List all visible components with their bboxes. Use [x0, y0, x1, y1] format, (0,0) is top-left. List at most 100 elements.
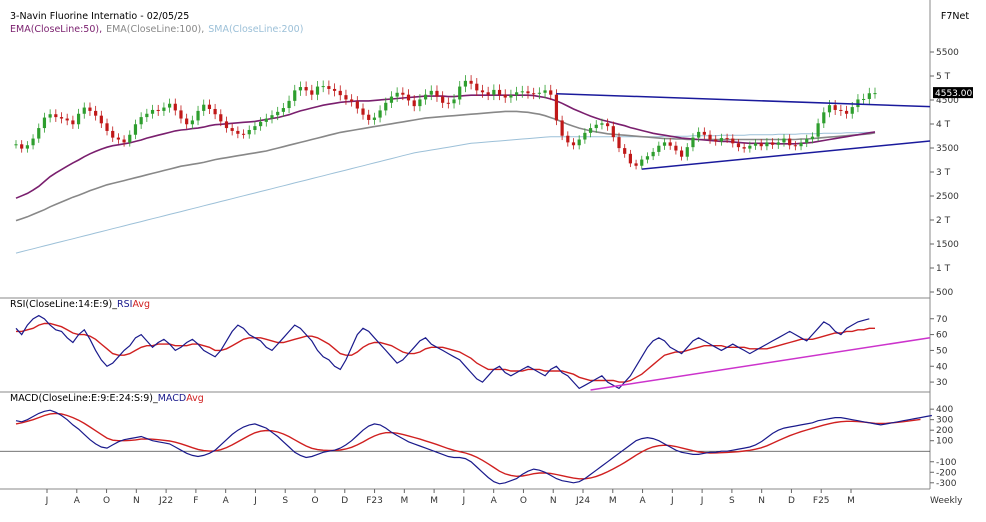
- candle-body: [640, 159, 644, 166]
- candle-body: [94, 110, 98, 116]
- candle-body: [179, 110, 183, 119]
- candle-body: [259, 121, 263, 127]
- candle-body: [873, 93, 877, 95]
- candle-body: [401, 92, 405, 95]
- candle-body: [355, 101, 359, 109]
- legend-item-0: EMA(CloseLine:50),: [10, 24, 102, 35]
- price-tick-label: 4 T: [936, 120, 951, 130]
- candle-body: [441, 96, 445, 103]
- legend-item-1: EMA(CloseLine:100),: [106, 24, 204, 35]
- candle-body: [645, 156, 650, 160]
- candle-body: [463, 80, 468, 87]
- candle-body: [247, 129, 251, 135]
- candle-body: [122, 139, 126, 143]
- candle-body: [185, 118, 189, 125]
- candle-body: [344, 95, 348, 100]
- candle-body: [668, 142, 672, 146]
- last-price-box: [933, 87, 973, 99]
- candle-body: [82, 107, 86, 114]
- candle-body: [99, 115, 103, 124]
- candle-body: [822, 112, 826, 124]
- macd-tick-label: 400: [936, 405, 953, 415]
- x-tick-label: N: [133, 496, 140, 506]
- candle-body: [497, 89, 502, 95]
- x-tick-label: D: [341, 496, 348, 506]
- macd-header: MACD(CloseLine:E:9:E:24:S:9)_ MACD Avg: [10, 393, 204, 404]
- legend-item-2: SMA(CloseLine:200): [208, 24, 303, 35]
- candle-body: [429, 90, 433, 95]
- candle-body: [321, 86, 325, 88]
- candle-body: [446, 102, 450, 104]
- candle-body: [526, 91, 530, 94]
- x-tick-label: F25: [813, 496, 830, 506]
- candle-body: [674, 145, 678, 151]
- price-tick-label: 1 T: [936, 264, 951, 274]
- candle-body: [657, 145, 661, 152]
- candle-body: [25, 145, 29, 149]
- candle-body: [327, 86, 331, 89]
- x-tick-label: A: [74, 496, 81, 506]
- candle-body: [679, 150, 684, 157]
- candle-body: [685, 147, 689, 157]
- rsi-tick-label: 50: [936, 346, 948, 356]
- period-label: Weekly: [930, 496, 963, 506]
- ema100-line: [15, 110, 876, 222]
- candle-body: [42, 117, 47, 129]
- macd-avg-label: Avg: [186, 393, 204, 404]
- macd-tick-label: -200: [936, 468, 957, 478]
- candle-body: [617, 137, 621, 149]
- candle-body: [765, 142, 769, 147]
- price-tick-label: 500: [936, 288, 953, 298]
- price-tick-label: 2500: [936, 192, 959, 202]
- rsi-avg-label: Avg: [132, 299, 150, 310]
- candle-body: [486, 92, 490, 95]
- candle-body: [691, 137, 695, 148]
- candle-body: [515, 92, 519, 96]
- candle-body: [88, 107, 92, 111]
- rsi-plot: [15, 314, 931, 391]
- macd-tick-label: 300: [936, 416, 953, 426]
- candle-body: [753, 143, 758, 146]
- candle-body: [509, 95, 513, 98]
- candle-body: [54, 114, 58, 118]
- price-trendline-0: [556, 92, 931, 108]
- candle-body: [145, 113, 149, 118]
- candle-body: [241, 133, 246, 135]
- candle-body: [662, 142, 667, 146]
- macd-line: [15, 409, 933, 485]
- macd-label: MACD(CloseLine:E:9:E:24:S:9)_: [10, 393, 158, 404]
- candle-body: [480, 90, 485, 93]
- candle-body: [71, 120, 75, 125]
- candle-body: [611, 126, 615, 138]
- x-tick-label: O: [311, 496, 318, 506]
- panel-frames: [0, 0, 931, 490]
- rsi-tick-label: 40: [936, 362, 948, 372]
- x-tick-label: J: [253, 496, 257, 506]
- candle-body: [156, 109, 160, 111]
- candle-body: [600, 123, 604, 125]
- candle-body: [736, 143, 741, 148]
- candle-body: [606, 123, 610, 127]
- candle-body: [560, 120, 564, 136]
- candle-body: [566, 135, 570, 143]
- candle-body: [207, 104, 212, 109]
- candle-body: [708, 134, 712, 140]
- macd-avg-line: [15, 412, 921, 480]
- candle-body: [230, 128, 234, 131]
- candle-body: [128, 134, 132, 143]
- macd-tick-label: -100: [936, 458, 957, 468]
- candle-body: [452, 99, 456, 104]
- candle-body: [167, 103, 172, 108]
- candle-body: [731, 138, 735, 144]
- candle-body: [264, 118, 268, 122]
- candle-body: [856, 99, 860, 108]
- x-tick-label: M: [430, 496, 438, 506]
- candle-body: [833, 105, 837, 110]
- price-tick-label: 4500: [936, 96, 959, 106]
- candle-body: [719, 138, 724, 142]
- macd-tick-label: 100: [936, 437, 953, 447]
- candle-body: [287, 100, 291, 109]
- price-tick-label: 5 T: [936, 72, 951, 82]
- candle-body: [190, 120, 194, 125]
